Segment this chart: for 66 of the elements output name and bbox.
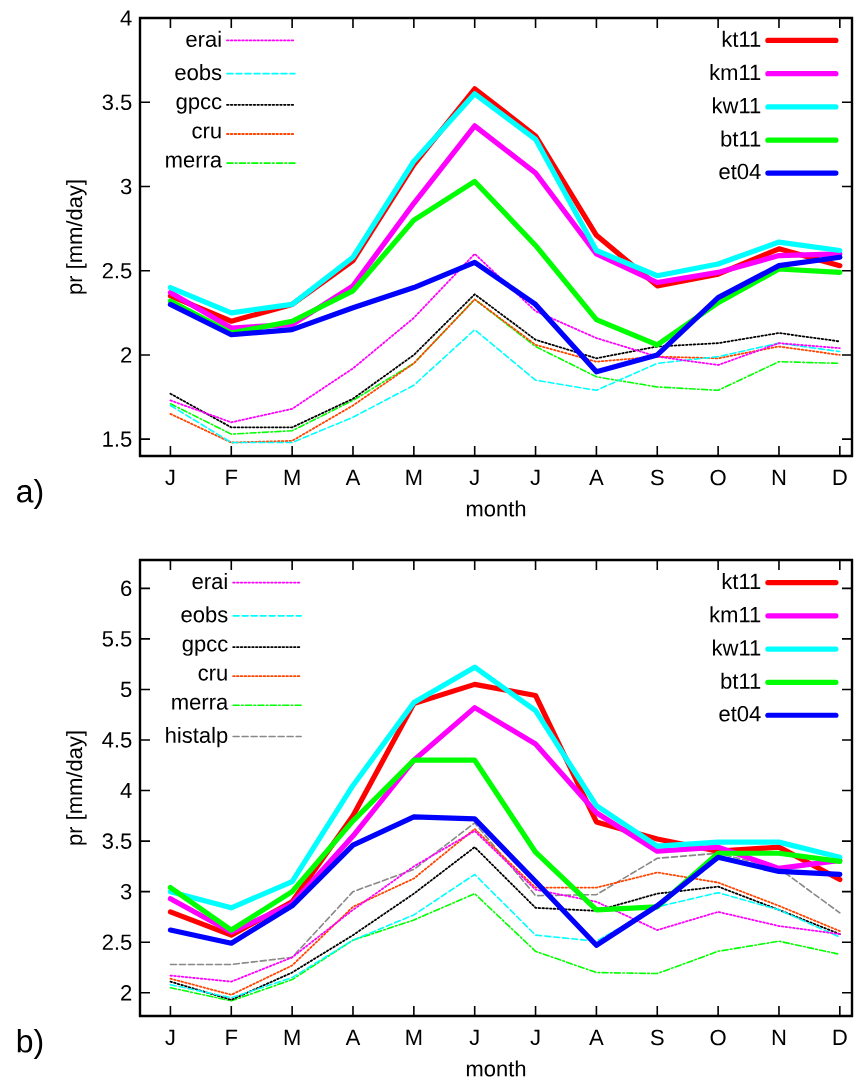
x-tick-label: M (284, 469, 300, 485)
y-tick-label: 4 (120, 782, 132, 799)
y-tick-label: 6 (121, 580, 132, 597)
x-tick-label: S (650, 469, 664, 486)
x-axis-title: month (466, 500, 526, 517)
legend-label: et04 (719, 163, 761, 180)
legend-label: kt11 (722, 572, 761, 590)
x-tick-label: A (589, 1029, 604, 1045)
x-tick-label: M (406, 1029, 422, 1045)
y-tick-label: 4 (120, 10, 132, 26)
x-tick-label: A (345, 1029, 361, 1045)
x-tick-label: O (710, 469, 726, 486)
x-tick-label: J (530, 1029, 540, 1046)
x-tick-label: A (345, 469, 361, 485)
legend-label: gpcc (176, 97, 222, 114)
legend-label: gpcc (182, 639, 228, 656)
text: b) (17, 1029, 43, 1059)
legend-label: eobs (175, 64, 222, 81)
y-tick-label: 2 (121, 985, 132, 1001)
legend-label: km11 (710, 64, 761, 80)
x-tick-label: J (469, 469, 479, 486)
x-tick-label: D (833, 1029, 847, 1045)
x-tick-label: M (284, 1029, 300, 1045)
y-tick-label: 3.5 (102, 833, 132, 849)
y-tick-label: 3.5 (102, 94, 132, 111)
y-tick-label: 2.5 (102, 934, 132, 950)
x-tick-label: J (530, 469, 540, 486)
x-tick-label: S (650, 1029, 664, 1046)
x-tick-label: A (589, 469, 604, 485)
legend-label: erai (192, 572, 227, 590)
x-tick-label: J (469, 1029, 479, 1046)
legend-label: km11 (710, 606, 761, 623)
legend-label: kw11 (713, 97, 761, 114)
legend-label: cru (198, 668, 227, 681)
y-tick-label: 5.5 (102, 631, 132, 647)
x-tick-label: N (772, 469, 786, 485)
x-tick-label: J (165, 469, 175, 486)
x-tick-label: J (165, 1029, 175, 1046)
y-tick-label: 2 (121, 347, 132, 363)
legend-label: cru (192, 126, 221, 139)
legend-label: eobs (181, 606, 228, 623)
legend-label: bt11 (721, 672, 761, 689)
legend-label: bt11 (721, 130, 761, 147)
x-tick-label: D (833, 469, 847, 485)
x-tick-label: F (226, 469, 238, 485)
x-tick-label: F (226, 1029, 238, 1045)
y-tick-label: 1.5 (103, 431, 132, 447)
text: a) (17, 479, 43, 509)
legend-label: histalp (166, 726, 228, 748)
x-tick-label: M (406, 469, 422, 485)
x-tick-label: O (710, 1029, 726, 1046)
legend-label: merra (172, 697, 229, 710)
legend-label: kw11 (713, 639, 761, 656)
y-tick-label: 3 (120, 178, 132, 195)
legend-label: et04 (719, 705, 761, 722)
legend-label: kt11 (722, 30, 761, 47)
y-tick-label: 3 (120, 883, 132, 900)
x-axis-title: month (466, 1060, 526, 1077)
legend-label: merra (166, 155, 223, 168)
y-tick-label: 4.5 (102, 732, 132, 748)
y-axis-title: pr [mm/day] (66, 180, 87, 294)
y-tick-label: 2.5 (102, 262, 132, 279)
y-axis-title: pr [mm/day] (66, 731, 87, 845)
x-tick-label: N (772, 1029, 786, 1045)
legend-label: erai (186, 30, 221, 47)
y-tick-label: 5 (120, 681, 132, 698)
